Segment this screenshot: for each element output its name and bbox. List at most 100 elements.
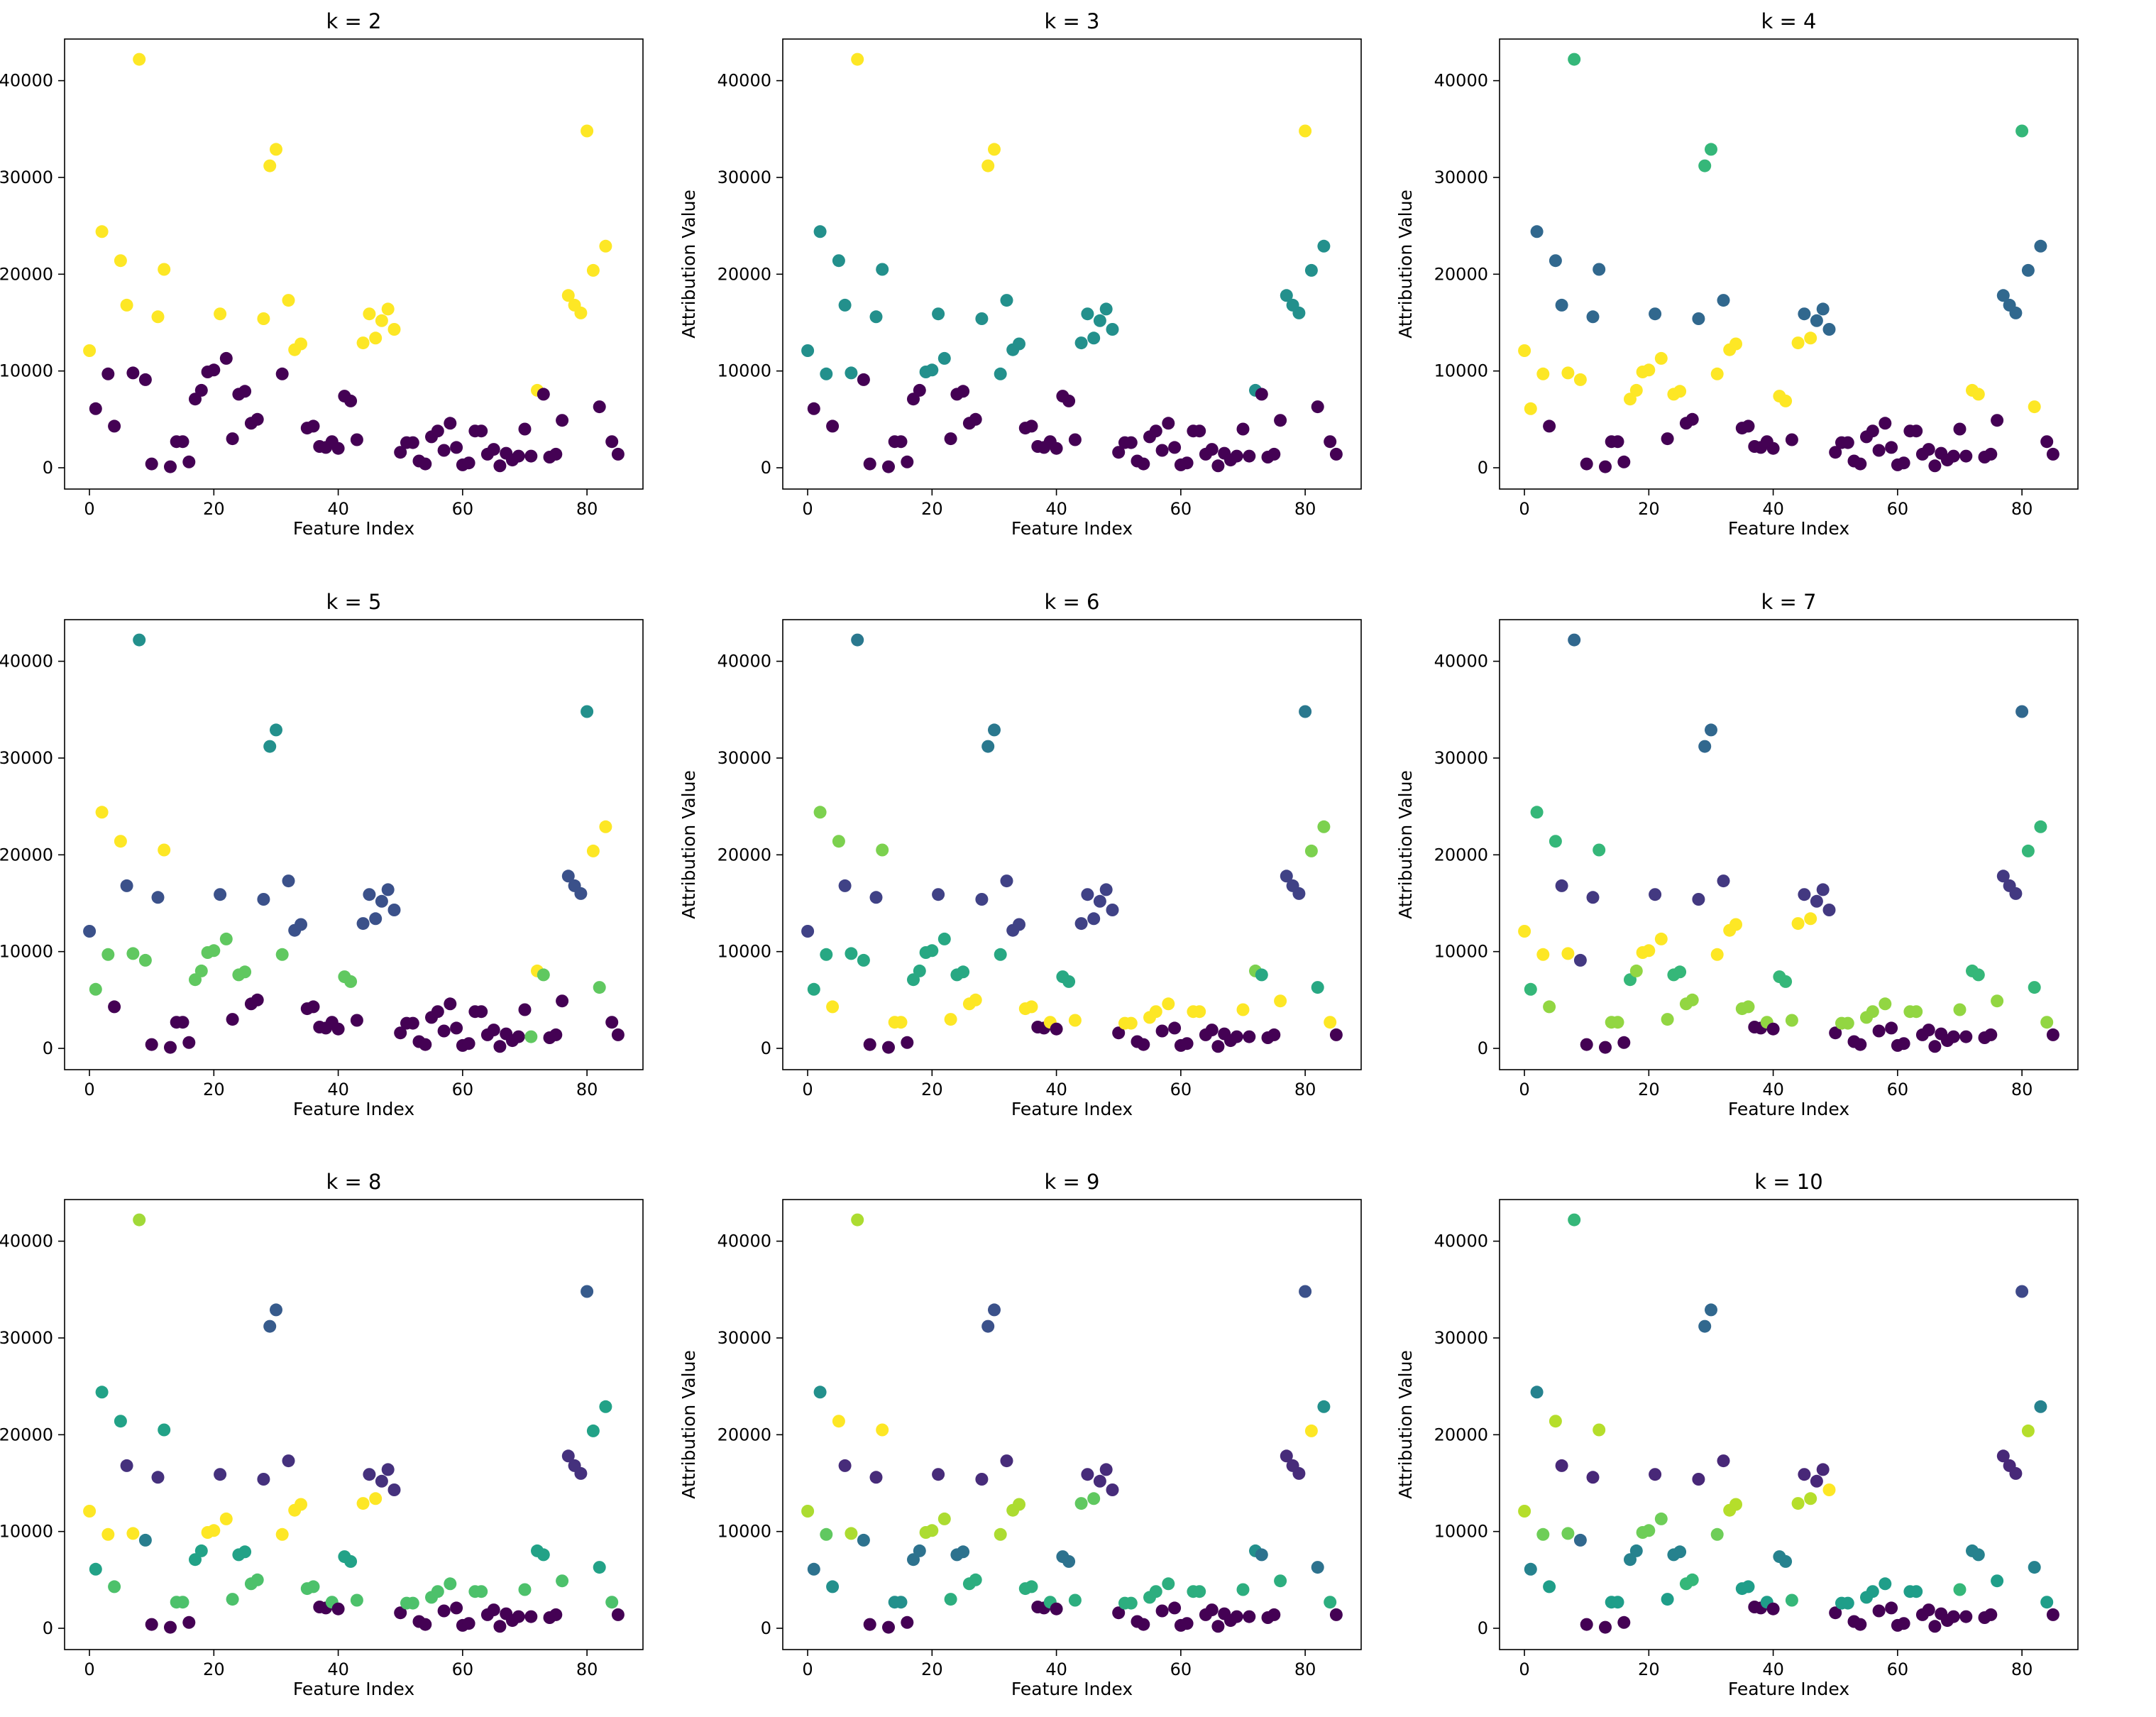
scatter-point xyxy=(813,806,827,819)
scatter-point xyxy=(1710,1527,1724,1541)
scatter-point xyxy=(1685,412,1699,426)
scatter-point xyxy=(263,740,277,753)
y-tick-label: 10000 xyxy=(0,361,53,381)
scatter-point xyxy=(820,1527,833,1541)
y-axis-label: Attribution Value xyxy=(678,770,699,919)
scatter-point xyxy=(1617,455,1631,468)
scatter-point xyxy=(1586,891,1600,904)
scatter-point xyxy=(356,336,370,350)
scatter-point xyxy=(1984,1028,1998,1041)
scatter-point xyxy=(1280,289,1293,302)
scatter-point xyxy=(1910,1005,1923,1019)
scatter-point xyxy=(108,419,121,433)
scatter-point xyxy=(101,1527,115,1541)
scatter-point xyxy=(1879,1577,1892,1591)
x-tick-label: 60 xyxy=(1170,1660,1192,1679)
scatter-point xyxy=(270,143,282,156)
scatter-point xyxy=(257,1473,270,1486)
scatter-point xyxy=(207,363,221,377)
scatter-point xyxy=(493,1040,507,1053)
scatter-point xyxy=(381,883,395,896)
scatter-point xyxy=(925,363,939,377)
y-tick-label: 30000 xyxy=(0,748,53,768)
y-tick-label: 40000 xyxy=(717,652,771,671)
scatter-point xyxy=(1798,307,1811,321)
scatter-point xyxy=(158,263,171,276)
scatter-point xyxy=(1155,444,1169,457)
subplot-title: k = 8 xyxy=(326,1170,382,1194)
scatter-point xyxy=(1062,975,1076,988)
axes-frame xyxy=(64,1199,644,1650)
scatter-point xyxy=(524,1610,538,1623)
scatter-point xyxy=(138,953,152,967)
scatter-point xyxy=(176,435,189,449)
y-axis-label: Attribution Value xyxy=(1395,1350,1416,1499)
scatter-point xyxy=(356,1497,370,1510)
scatter-point xyxy=(487,1603,500,1617)
scatter-point xyxy=(1841,436,1854,449)
scatter-point xyxy=(2009,887,2023,900)
scatter-point xyxy=(1991,414,2004,427)
x-tick-label: 20 xyxy=(203,1660,225,1679)
subplot-k8: 0 20 40 60 80 0 10000 20000 30000 40000 k = 8 Featu… xyxy=(0,1170,644,1699)
scatter-point xyxy=(145,1038,158,1051)
x-tick-label: 0 xyxy=(802,1080,813,1099)
scatter-point xyxy=(845,366,858,380)
scatter-point xyxy=(593,1561,606,1574)
scatter-point xyxy=(586,844,600,857)
scatter-point xyxy=(194,1544,208,1557)
scatter-point xyxy=(475,1585,488,1598)
scatter-point xyxy=(1661,1013,1674,1026)
scatter-point xyxy=(537,1548,550,1562)
x-tick-label: 40 xyxy=(1045,1080,1067,1099)
scatter-point xyxy=(876,1423,889,1437)
scatter-point xyxy=(1698,159,1712,172)
scatter-point xyxy=(1629,383,1643,397)
scatter-point xyxy=(83,1505,97,1518)
scatter-point xyxy=(1518,925,1531,938)
scatter-point xyxy=(182,1615,196,1629)
scatter-point xyxy=(126,1527,140,1540)
scatter-point xyxy=(1099,302,1113,316)
scatter-point xyxy=(238,385,252,398)
scatter-point xyxy=(1642,363,1656,377)
x-tick-label: 40 xyxy=(1762,1660,1784,1679)
scatter-point xyxy=(1329,1608,1343,1621)
subplot-title: k = 7 xyxy=(1761,590,1817,614)
scatter-point xyxy=(1087,331,1101,345)
scatter-point xyxy=(2046,447,2059,461)
x-tick-label: 20 xyxy=(921,1080,943,1099)
y-tick-label: 40000 xyxy=(1434,71,1488,91)
scatter-point xyxy=(1205,1603,1219,1617)
scatter-point xyxy=(101,948,115,961)
scatter-point xyxy=(1629,964,1643,977)
scatter-point xyxy=(2028,1561,2041,1574)
scatter-point xyxy=(444,417,457,430)
scatter-point xyxy=(282,1454,295,1468)
scatter-point xyxy=(1717,294,1730,307)
scatter-point xyxy=(1959,1030,1973,1043)
y-tick-label: 0 xyxy=(761,458,771,478)
scatter-point xyxy=(1692,1473,1705,1486)
x-tick-label: 0 xyxy=(84,1660,94,1679)
scatter-point xyxy=(344,394,358,407)
scatter-point xyxy=(869,891,883,904)
scatter-point xyxy=(375,1474,388,1488)
scatter-point xyxy=(282,294,295,307)
scatter-point xyxy=(556,1574,569,1588)
scatter-point xyxy=(1959,1610,1973,1623)
scatter-point xyxy=(524,1030,538,1043)
y-tick-label: 0 xyxy=(1478,1038,1488,1058)
scatter-point xyxy=(518,422,532,436)
scatter-point xyxy=(1810,894,1823,908)
scatter-point xyxy=(1292,1466,1306,1480)
scatter-point xyxy=(1324,1596,1337,1609)
y-axis-label: Attribution Value xyxy=(678,190,699,339)
axes-frame xyxy=(1499,1199,2079,1650)
scatter-point xyxy=(1530,806,1544,819)
y-tick-label: 0 xyxy=(1478,458,1488,478)
scatter-point xyxy=(487,443,500,456)
scatter-point xyxy=(1872,1024,1886,1038)
scatter-point xyxy=(89,402,102,415)
